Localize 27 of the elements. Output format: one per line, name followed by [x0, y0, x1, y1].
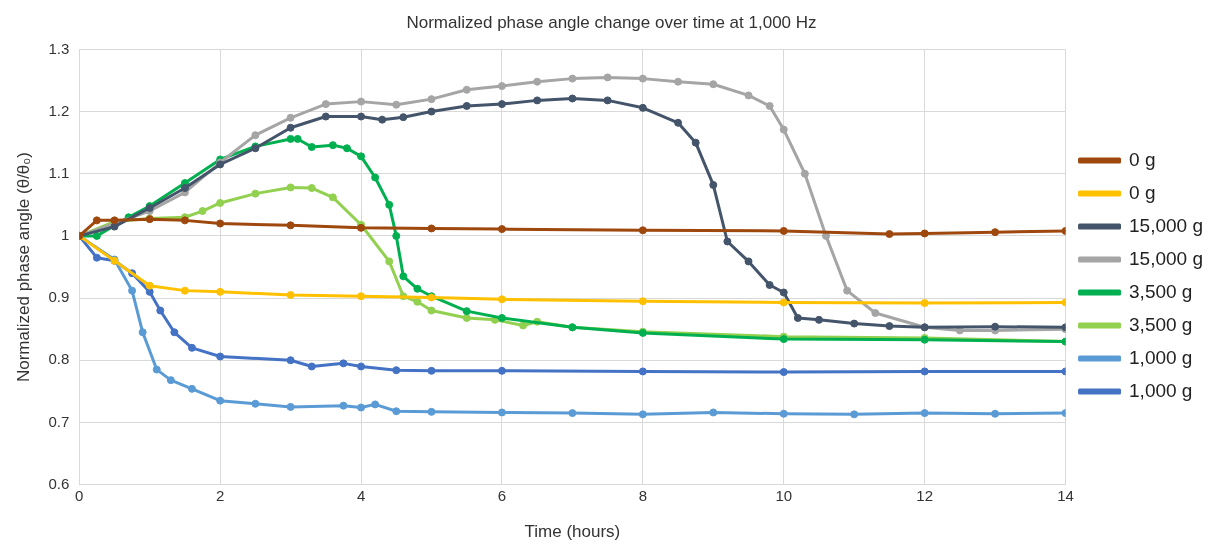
legend-label: 0 g	[1129, 181, 1156, 203]
legend-label: 1,000 g	[1129, 346, 1193, 368]
x-tick-label: 10	[775, 486, 793, 504]
legend-label: 3,500 g	[1129, 280, 1193, 302]
y-tick-label: 0.8	[48, 350, 70, 368]
x-tick-label: 6	[497, 486, 507, 504]
y-tick-label: 0.9	[48, 288, 70, 306]
legend-label: 15,000 g	[1129, 247, 1204, 269]
x-tick-label: 8	[638, 486, 648, 504]
y-axis-title: Normalized phase angle (θ/θ₀)	[13, 151, 33, 383]
x-tick-label: 12	[916, 486, 933, 504]
y-tick-label: 1.3	[48, 39, 70, 57]
y-tick-label: 1.2	[48, 101, 70, 119]
y-tick-label: 1	[60, 226, 70, 244]
legend-label: 3,500 g	[1129, 313, 1193, 335]
x-axis-title: Time (hours)	[524, 522, 621, 542]
y-tick-label: 0.7	[48, 412, 70, 430]
legend-label: 0 g	[1129, 148, 1156, 170]
x-tick-label: 4	[356, 486, 366, 504]
x-tick-label: 2	[215, 486, 225, 504]
legend-label: 15,000 g	[1129, 214, 1204, 236]
legend-label: 1,000 g	[1129, 379, 1193, 401]
chart-title: Normalized phase angle change over time at 1,000 Hz	[406, 12, 817, 32]
x-tick-label: 0	[75, 486, 84, 504]
y-tick-label: 0.6	[48, 474, 70, 492]
y-tick-label: 1.1	[48, 163, 70, 181]
x-tick-label: 14	[1057, 486, 1074, 504]
